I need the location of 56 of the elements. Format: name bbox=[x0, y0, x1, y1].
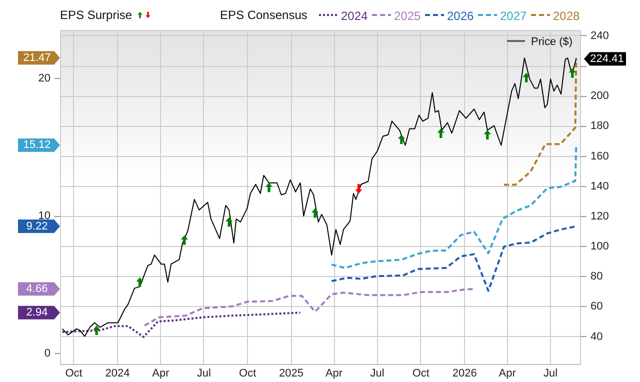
x-tick-label: Apr bbox=[498, 368, 516, 380]
line-series bbox=[144, 288, 476, 327]
legend-title: EPS Consensus bbox=[220, 8, 308, 22]
point bbox=[568, 68, 576, 78]
x-tick-label: 2024 bbox=[105, 368, 130, 380]
legend-label: 2028 bbox=[553, 9, 580, 23]
point bbox=[522, 72, 530, 82]
legend-label: 2024 bbox=[341, 9, 368, 23]
x-tick-label: Oct bbox=[239, 368, 256, 380]
y-tick-label: 20 bbox=[38, 72, 50, 85]
x-tick-label: Apr bbox=[325, 368, 343, 380]
x-tick-label: Apr bbox=[152, 368, 170, 380]
line-series bbox=[330, 225, 578, 292]
point bbox=[93, 326, 100, 336]
series-label: Price ($) bbox=[531, 36, 573, 48]
text: EPS Surprise bbox=[60, 8, 132, 22]
y2-tick-label: 60 bbox=[590, 300, 603, 313]
line-series bbox=[503, 56, 578, 186]
annotation: 21.47 bbox=[23, 52, 51, 64]
x-tick-label: Jul bbox=[544, 368, 558, 380]
y2-tick-label: 100 bbox=[590, 240, 609, 253]
legend-label: 2027 bbox=[500, 9, 528, 23]
y2-tick-label: 120 bbox=[590, 210, 609, 222]
line-series bbox=[61, 312, 302, 338]
x-tick-label: Jul bbox=[370, 368, 384, 380]
line-series bbox=[62, 57, 577, 337]
y-tick-label: 10 bbox=[38, 210, 50, 222]
point bbox=[398, 134, 405, 144]
x-tick-label: Oct bbox=[412, 368, 430, 380]
y2-tick-label: 80 bbox=[590, 270, 603, 283]
x-tick-label: 2026 bbox=[452, 368, 477, 380]
legend-label: 2025 bbox=[394, 9, 422, 23]
point bbox=[136, 277, 144, 287]
annotation: 15.12 bbox=[23, 139, 51, 152]
y2-tick-label: 240 bbox=[590, 30, 609, 42]
y2-tick-label: 160 bbox=[590, 150, 609, 162]
point bbox=[484, 130, 491, 140]
y-tick-label: 0 bbox=[44, 348, 50, 360]
annotation: 2.94 bbox=[26, 306, 48, 319]
y2-tick-label: 40 bbox=[590, 330, 603, 343]
x-tick-label: 2025 bbox=[279, 368, 304, 380]
annotation: 9.22 bbox=[26, 220, 48, 232]
point bbox=[265, 182, 273, 192]
point bbox=[180, 235, 188, 245]
y2-tick-label: 140 bbox=[590, 180, 609, 192]
point bbox=[355, 184, 362, 194]
y2-tick-label: 180 bbox=[590, 120, 609, 132]
y2-tick-label: 200 bbox=[590, 90, 609, 102]
annotation: 4.66 bbox=[26, 282, 48, 295]
point bbox=[311, 208, 319, 218]
x-tick-label: Jul bbox=[196, 368, 211, 380]
x-tick-label: Oct bbox=[65, 368, 82, 380]
point bbox=[226, 217, 233, 227]
point bbox=[437, 128, 444, 138]
data-label: 224.41 bbox=[590, 52, 624, 65]
legend-label: 2026 bbox=[447, 9, 474, 23]
